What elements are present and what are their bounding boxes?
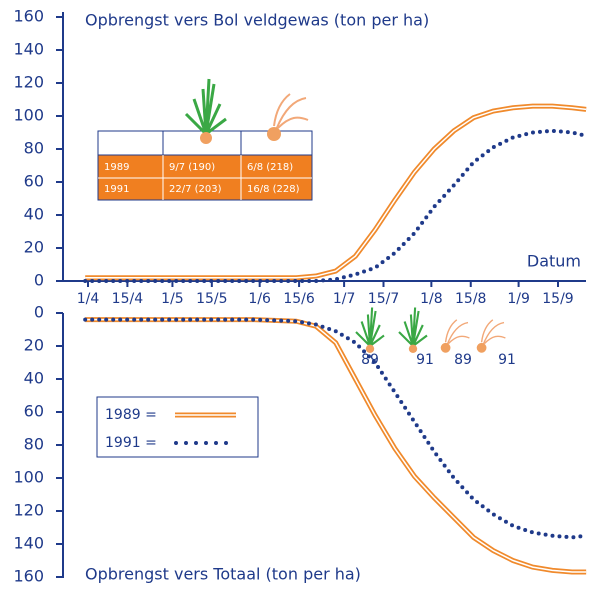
x-tick-label: 1/9 [507,291,530,307]
icon-plant [399,308,427,354]
legend-label: 1991 = [105,435,157,451]
upper-title: Opbrengst vers Bol veldgewas (ton per ha… [85,11,429,30]
y-tick-label: 120 [13,501,44,520]
y-tick-label: 20 [24,336,44,355]
y-tick-label: 0 [34,303,44,322]
y-tick-label: 40 [24,205,44,224]
marker-label: 91 [498,352,516,368]
y-tick-label: 160 [13,567,44,586]
y-tick-label: 140 [13,40,44,59]
x-tick-label: 1/4 [77,291,100,307]
y-tick-label: 80 [24,139,44,158]
x-axis-label: Datum [527,252,581,271]
x-tick-label: 15/6 [283,291,315,307]
icon-onion [441,320,470,353]
x-tick-label: 1/8 [420,291,443,307]
x-tick-label: 15/5 [196,291,227,307]
x-tick-label: 1/7 [333,291,356,307]
y-tick-label: 20 [24,238,44,257]
y-tick-label: 60 [24,402,44,421]
x-tick-label: 15/8 [455,291,486,307]
y-tick-label: 80 [24,435,44,454]
marker-label: 91 [416,352,434,368]
x-tick-label: 15/9 [542,291,573,307]
y-tick-label: 60 [24,172,44,191]
y-tick-label: 120 [13,73,44,92]
table-cell: 22/7 (203) [169,184,222,195]
table-cell: 16/8 (228) [247,184,300,195]
table-cell: 1991 [104,184,129,195]
y-tick-label: 100 [13,468,44,487]
x-tick-label: 1/5 [161,291,184,307]
legend-label: 1989 = [105,407,157,423]
y-tick-label: 0 [34,271,44,290]
marker-label: 89 [454,352,472,368]
x-tick-label: 15/7 [368,291,399,307]
table-cell: 6/8 (218) [247,162,293,173]
table-cell: 1989 [104,162,129,173]
marker-label: 89 [361,352,379,368]
y-tick-label: 160 [13,7,44,26]
y-tick-label: 100 [13,106,44,125]
y-tick-label: 40 [24,369,44,388]
x-tick-label: 1/6 [248,291,271,307]
table-cell: 9/7 (190) [169,162,215,173]
lower-title: Opbrengst vers Totaal (ton per ha) [85,565,361,584]
chart: Opbrengst vers Bol veldgewas (ton per ha… [0,0,590,586]
icon-onion [477,320,506,353]
y-tick-label: 140 [13,534,44,553]
x-tick-label: 15/4 [112,291,144,307]
